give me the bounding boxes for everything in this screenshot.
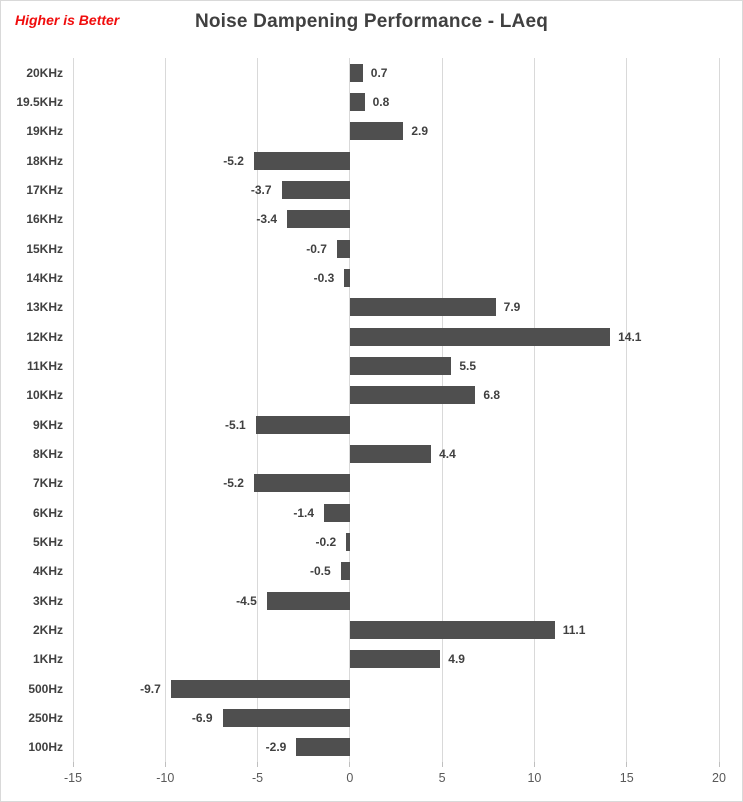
category-label: 5KHz	[32, 535, 63, 549]
bar-value-label: -4.5	[236, 593, 257, 608]
category-label: 12KHz	[26, 329, 63, 344]
x-tick-label: 10	[527, 771, 542, 785]
gridline	[164, 58, 166, 762]
bar	[349, 386, 476, 405]
bar	[349, 327, 611, 346]
category-label: 3KHz	[32, 593, 63, 608]
axis-tickmark	[718, 762, 720, 767]
category-label: 1KHz	[32, 652, 63, 667]
bar-value-label: 5.5	[459, 359, 477, 373]
category-label: 6KHz	[32, 505, 63, 520]
x-tick-label: 0	[346, 771, 354, 785]
gridline	[533, 58, 535, 762]
category-label: 19KHz	[26, 124, 63, 139]
bar	[349, 298, 496, 317]
axis-tickmark	[533, 762, 535, 767]
bar	[349, 445, 432, 463]
bar	[349, 122, 404, 141]
gridline	[72, 58, 74, 762]
bar-value-label: -0.3	[313, 271, 335, 285]
category-label: 7KHz	[32, 476, 63, 491]
axis-tickmark	[72, 762, 74, 767]
bar	[349, 93, 365, 111]
gridline	[441, 58, 443, 762]
x-tick-label: 5	[438, 771, 446, 785]
bar	[266, 591, 350, 610]
category-label: 10KHz	[26, 388, 63, 403]
bar	[253, 474, 350, 493]
category-label: 4KHz	[32, 564, 63, 579]
axis-tickmark	[349, 762, 351, 767]
bar	[349, 650, 441, 669]
bar-value-label: -6.9	[191, 711, 213, 725]
bar-value-label: 7.9	[503, 300, 521, 315]
bar	[170, 679, 350, 698]
category-label: 13KHz	[26, 300, 63, 315]
category-label: 14KHz	[26, 271, 63, 285]
bar-value-label: 0.7	[370, 65, 388, 80]
bar	[324, 503, 350, 522]
bar	[344, 269, 350, 287]
category-label: 11KHz	[26, 359, 63, 373]
bar	[336, 239, 350, 258]
bar-value-label: 4.9	[448, 652, 465, 667]
category-label: 100Hz	[28, 740, 63, 755]
category-label: 17KHz	[26, 183, 63, 197]
bar-value-label: 4.4	[439, 447, 456, 461]
bar-value-label: -2.9	[265, 740, 287, 755]
bar-value-label: -3.4	[256, 212, 278, 227]
higher-is-better-note: Higher is Better	[15, 12, 120, 28]
bar-value-label: -0.5	[309, 564, 331, 579]
bar	[281, 181, 350, 199]
category-label: 500Hz	[28, 681, 63, 696]
bar	[287, 210, 350, 229]
x-tick-label: -10	[156, 771, 175, 785]
category-label: 9KHz	[32, 417, 63, 432]
bar-value-label: 14.1	[618, 329, 642, 344]
bar-value-label: 11.1	[562, 623, 586, 637]
bar	[296, 738, 350, 757]
category-label: 2KHz	[32, 623, 63, 637]
bar-value-label: -5.1	[225, 417, 246, 432]
bar	[346, 533, 350, 551]
bar-value-label: -5.2	[223, 476, 244, 491]
axis-tickmark	[257, 762, 259, 767]
category-label: 250Hz	[28, 711, 63, 725]
x-tick-label: 20	[712, 771, 726, 785]
category-label: 19.5KHz	[16, 95, 63, 109]
x-tick-label: 15	[619, 771, 634, 785]
bar-value-label: -1.4	[293, 505, 315, 520]
bar	[222, 709, 350, 727]
chart-title: Noise Dampening Performance - LAeq	[194, 11, 549, 32]
axis-tickmark	[626, 762, 628, 767]
x-tick-label: -5	[252, 771, 264, 785]
gridline	[349, 58, 351, 762]
bar-value-label: 6.8	[483, 388, 501, 403]
axis-tickmark	[164, 762, 166, 767]
bar	[349, 357, 452, 375]
category-label: 8KHz	[32, 447, 63, 461]
gridline	[718, 58, 720, 762]
x-tick-label: -15	[63, 771, 83, 785]
category-label: 16KHz	[26, 212, 63, 227]
axis-tickmark	[441, 762, 443, 767]
bar-value-label: -0.7	[306, 241, 327, 256]
bar-value-label: -3.7	[250, 183, 272, 197]
bar-value-label: -0.2	[315, 535, 337, 549]
bar	[340, 562, 350, 581]
bar-value-label: 0.8	[372, 95, 390, 109]
category-label: 18KHz	[26, 153, 63, 168]
bar-value-label: -5.2	[223, 153, 244, 168]
category-label: 15KHz	[26, 241, 63, 256]
bar-value-label: -9.7	[140, 681, 161, 696]
bar-value-label: 2.9	[411, 124, 429, 139]
gridline	[626, 58, 628, 762]
category-label: 20KHz	[26, 65, 63, 80]
bar	[349, 63, 363, 82]
bar	[349, 621, 555, 639]
gridline	[257, 58, 259, 762]
bar	[253, 151, 350, 170]
bar	[255, 415, 350, 434]
